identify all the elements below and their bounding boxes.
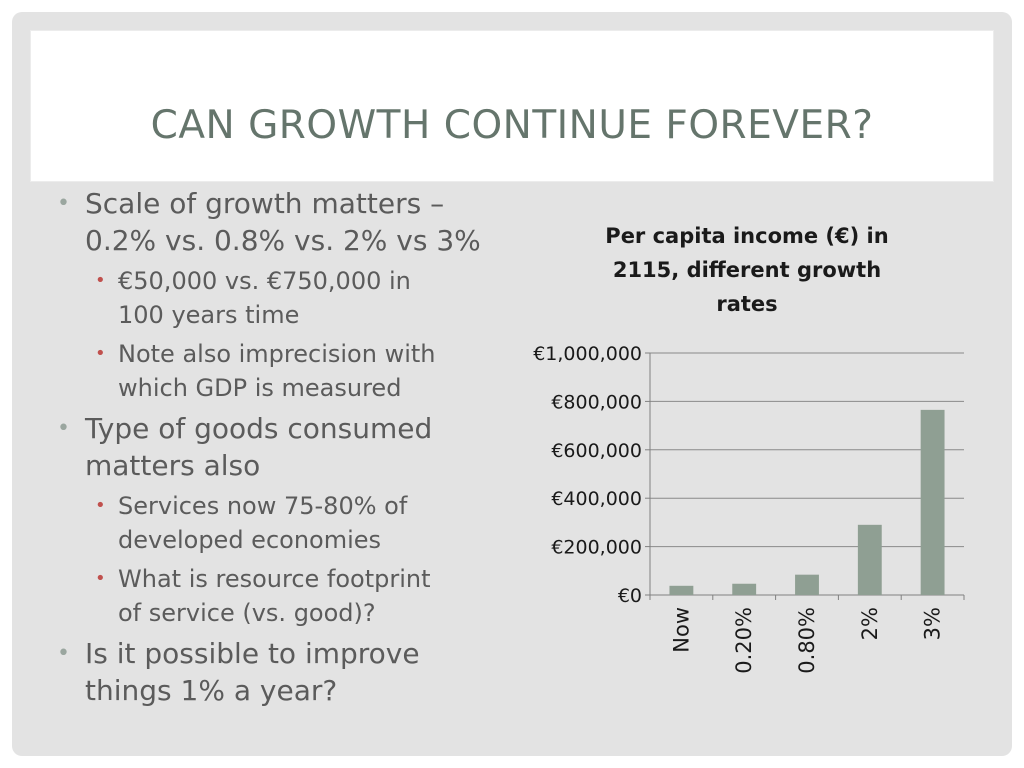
- x-tick-label: Now: [669, 607, 693, 653]
- chart-title-line: rates: [716, 292, 777, 316]
- bullet-text-line: 100 years time: [118, 301, 300, 329]
- y-tick-label: €400,000: [551, 488, 642, 510]
- bar: [795, 574, 819, 595]
- bullet-text-line: which GDP is measured: [118, 374, 402, 402]
- bullet-marker: •: [57, 191, 70, 216]
- slide-title: CAN GROWTH CONTINUE FOREVER?: [150, 103, 874, 148]
- bullet-marker: •: [95, 270, 106, 291]
- title-band: CAN GROWTH CONTINUE FOREVER?: [30, 30, 994, 182]
- bullet-text-line: developed economies: [118, 526, 382, 554]
- y-tick-label: €600,000: [551, 440, 642, 462]
- bullet-item: • Scale of growth matters – 0.2% vs. 0.8% …: [55, 185, 485, 259]
- bullet-text-line: 0.2% vs. 0.8% vs. 2% vs 3%: [85, 224, 481, 257]
- sub-bullet-item: • Services now 75-80% of developed economi…: [55, 489, 485, 557]
- slide: CAN GROWTH CONTINUE FOREVER?: [12, 12, 1012, 756]
- sub-bullet-item: • €50,000 vs. €750,000 in 100 years time: [55, 264, 485, 332]
- bullet-item: • Is it possible to improve things 1% a ye…: [55, 635, 485, 709]
- bullet-marker: •: [95, 568, 106, 589]
- bullet-marker: •: [57, 416, 70, 441]
- bullet-marker: •: [95, 343, 106, 364]
- bullet-text-line: What is resource footprint: [118, 565, 431, 593]
- bullet-text-line: of service (vs. good)?: [118, 599, 376, 627]
- bullet-item: • Type of goods consumed matters also: [55, 410, 485, 484]
- bar: [669, 585, 694, 595]
- bar-chart: Per capita income (€) in 2115, different …: [533, 224, 965, 674]
- bullet-text-line: matters also: [85, 449, 261, 482]
- bullet-text-line: Is it possible to improve: [85, 637, 420, 670]
- bullet-text-line: Services now 75-80% of: [118, 492, 408, 520]
- y-tick-label: €200,000: [551, 537, 642, 559]
- sub-bullet-item: • What is resource footprint of service (v…: [55, 562, 485, 630]
- bar: [920, 409, 945, 595]
- chart-title-line: 2115, different growth: [613, 258, 881, 282]
- bullet-text-line: €50,000 vs. €750,000 in: [118, 267, 411, 295]
- y-tick-label: €0: [618, 585, 642, 607]
- y-tick-label: €1,000,000: [533, 343, 642, 365]
- x-tick-label: 0.20%: [732, 607, 756, 674]
- chart-title-line: Per capita income (€) in: [605, 224, 888, 248]
- bullet-list: • Scale of growth matters – 0.2% vs. 0.8% …: [55, 185, 485, 714]
- x-tick-label: 0.80%: [795, 607, 819, 674]
- bullet-text-line: Type of goods consumed: [85, 412, 433, 445]
- bar: [857, 524, 882, 595]
- bullet-text-line: Scale of growth matters –: [85, 187, 445, 220]
- x-tick-label: 2%: [858, 607, 882, 640]
- y-tick-label: €800,000: [551, 391, 642, 413]
- bullet-text-line: things 1% a year?: [85, 674, 338, 707]
- bullet-text-line: Note also imprecision with: [118, 340, 436, 368]
- x-tick-label: 3%: [921, 607, 945, 640]
- sub-bullet-item: • Note also imprecision with which GDP is …: [55, 337, 485, 405]
- bullet-marker: •: [57, 641, 70, 666]
- bar: [732, 583, 757, 595]
- bullet-marker: •: [95, 495, 106, 516]
